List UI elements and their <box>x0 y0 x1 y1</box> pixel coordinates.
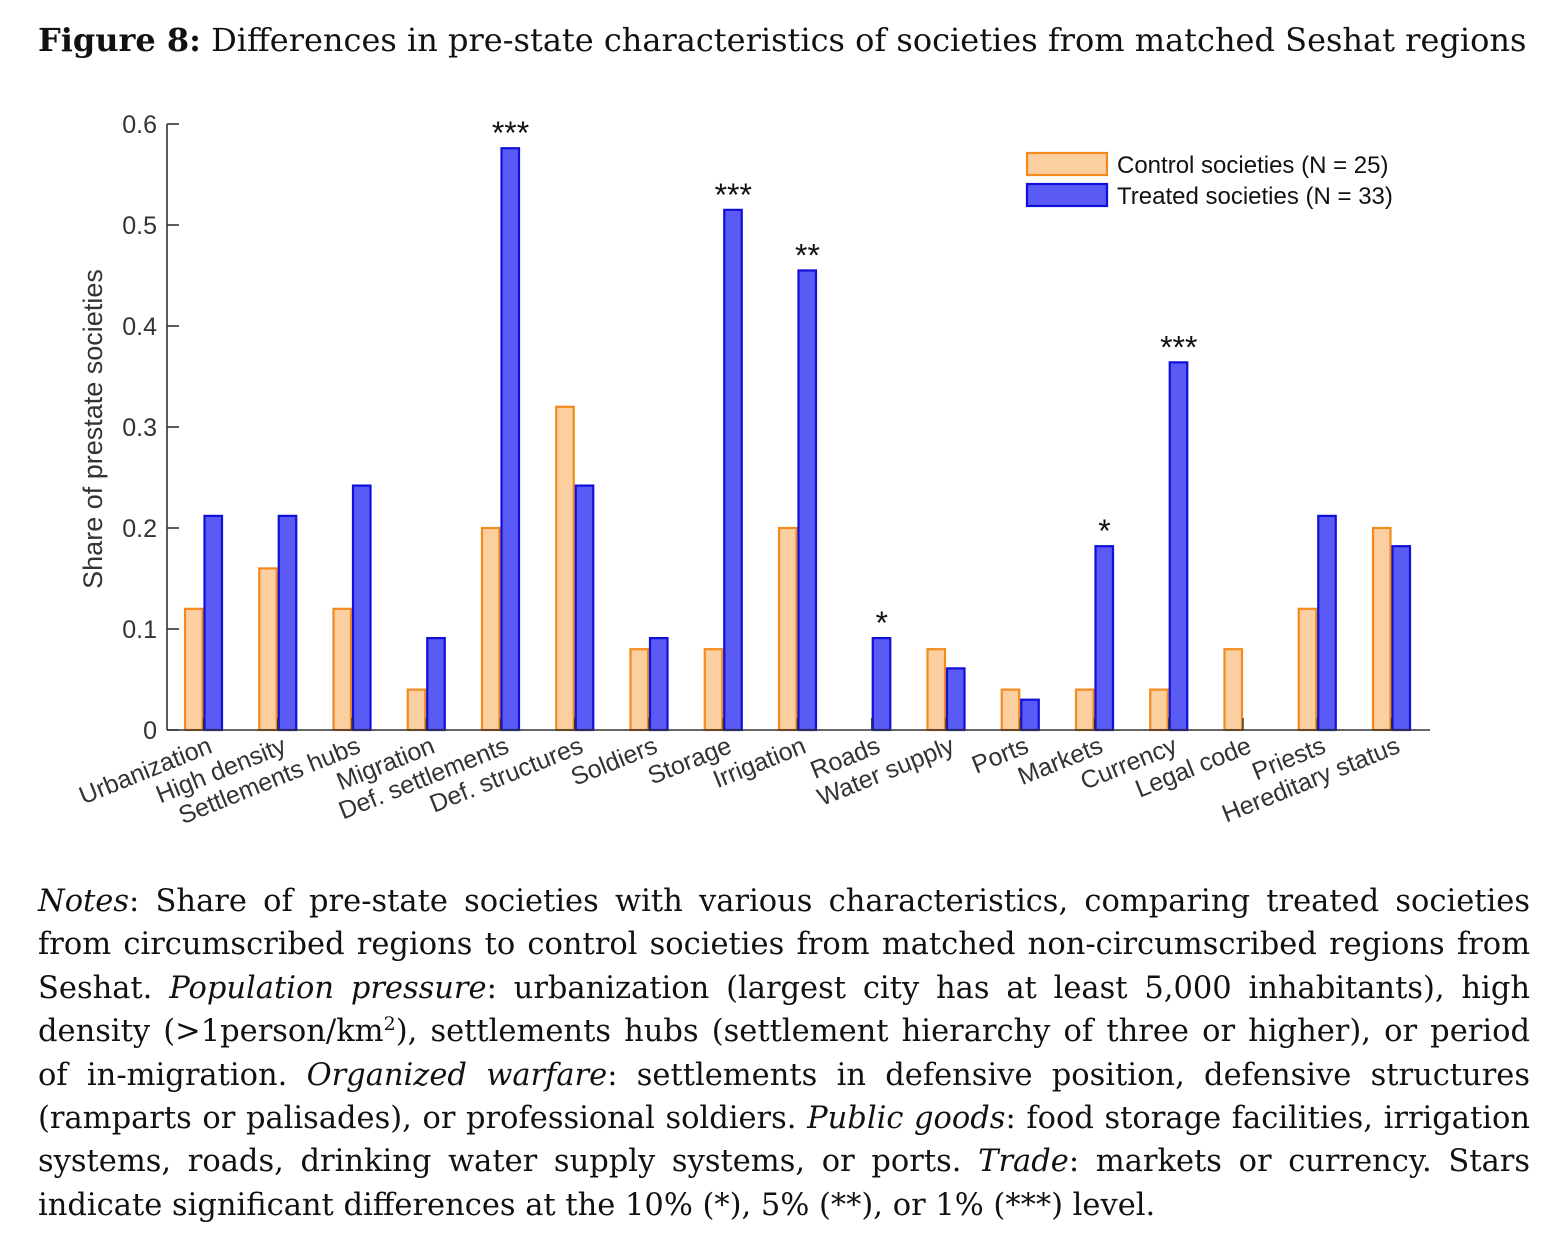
treated-bar-13 <box>1168 361 1189 732</box>
control-bar-7 <box>703 648 724 732</box>
trade-label: Trade <box>978 1144 1069 1180</box>
treated-bar-3 <box>426 636 446 732</box>
figure-title-text: Differences in pre-state characteristics… <box>211 21 1527 59</box>
control-bar-12 <box>1074 688 1095 732</box>
treated-bar-9 <box>871 636 892 732</box>
control-bar-8 <box>777 526 798 732</box>
treated-bar-8 <box>797 269 818 732</box>
y-tick-label-3: 0.3 <box>122 414 157 442</box>
figure-label: Figure 8: <box>38 21 201 59</box>
organized-warfare-label: Organized warfare <box>306 1057 608 1093</box>
significance-label-12: * <box>1098 513 1110 549</box>
control-bar-11 <box>1000 688 1021 732</box>
control-bar-14 <box>1223 648 1244 732</box>
legend-label-control: Control societies (N = 25) <box>1117 152 1388 179</box>
notes-text-2: : urbanization (largest city has at leas… <box>38 970 1530 1050</box>
notes-label: Notes <box>38 884 130 919</box>
treated-bar-15 <box>1317 514 1337 732</box>
notes-text-3: ), settlements hubs (settlement hierarch… <box>38 1014 1530 1093</box>
y-tick-label-5: 0.5 <box>122 212 157 240</box>
y-tick-label-1: 0.1 <box>122 616 157 644</box>
population-pressure-label: Population pressure <box>169 970 487 1006</box>
treated-bar-10 <box>945 667 966 732</box>
treated-bar-7 <box>723 208 743 732</box>
treated-bar-16 <box>1391 545 1412 732</box>
significance-label-8: ** <box>795 237 820 273</box>
legend-swatch-treated <box>1025 182 1109 208</box>
treated-bar-0 <box>203 514 224 732</box>
public-goods-label: Public goods <box>807 1101 1006 1137</box>
figure-notes: Notes: Share of pre-state societies with… <box>38 880 1530 1227</box>
treated-bar-12 <box>1094 545 1115 732</box>
y-tick-label-6: 0.6 <box>122 111 157 139</box>
x-tick-label-6: Soldiers <box>567 732 661 792</box>
treated-bar-11 <box>1020 698 1040 732</box>
control-bar-16 <box>1371 526 1392 732</box>
y-axis-label: Share of prestate societies <box>78 269 108 589</box>
control-bar-4 <box>480 526 501 732</box>
treated-bar-5 <box>574 484 595 732</box>
y-tick-label-2: 0.2 <box>122 515 157 543</box>
control-bar-6 <box>629 648 650 732</box>
notes-text-1: : Share of pre-state societies with vari… <box>38 884 1530 1006</box>
treated-bar-1 <box>277 514 298 732</box>
notes-superscript: 2 <box>383 1013 396 1036</box>
significance-label-7: *** <box>715 177 752 213</box>
figure-title: Figure 8: Differences in pre-state chara… <box>38 18 1538 62</box>
treated-bar-4 <box>500 147 521 732</box>
control-bar-1 <box>258 567 278 732</box>
y-tick-label-0: 0 <box>143 717 157 745</box>
y-tick-label-4: 0.4 <box>122 313 157 341</box>
notes-text-5: : food storage facilities, irrigation sy… <box>38 1101 1531 1180</box>
treated-bar-6 <box>648 636 669 732</box>
significance-label-13: *** <box>1160 329 1197 365</box>
treated-bar-2 <box>351 484 372 732</box>
significance-label-4: *** <box>492 115 529 151</box>
control-bar-13 <box>1149 688 1169 732</box>
control-bar-10 <box>926 648 947 732</box>
control-bar-5 <box>555 405 575 732</box>
significance-label-9: * <box>876 605 888 641</box>
control-bar-2 <box>332 607 353 732</box>
notes-text-6: : markets or currency. Stars indicate si… <box>38 1144 1530 1223</box>
legend-label-treated: Treated societies (N = 33) <box>1117 183 1393 210</box>
control-bar-15 <box>1297 607 1318 732</box>
control-bar-3 <box>406 688 427 732</box>
control-bar-0 <box>183 607 204 732</box>
notes-text-4: : settlements in defensive position, def… <box>38 1057 1530 1137</box>
legend-swatch-control <box>1025 151 1109 177</box>
